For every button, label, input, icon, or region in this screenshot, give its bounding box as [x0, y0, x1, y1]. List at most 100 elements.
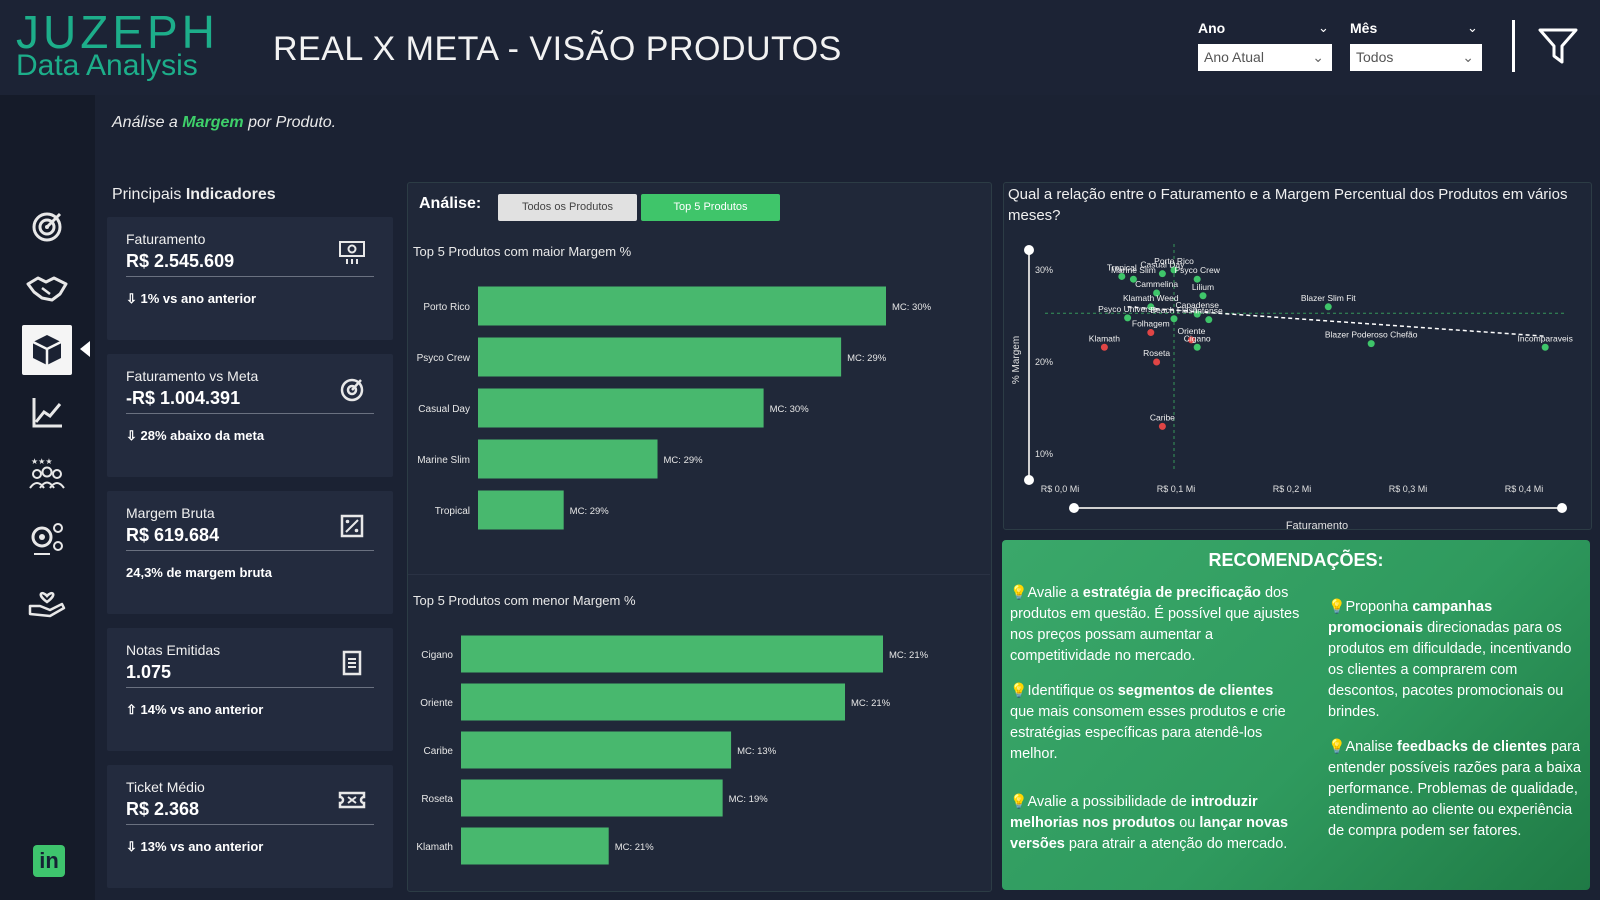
- scatter-point[interactable]: [1153, 289, 1161, 297]
- top5-products-button[interactable]: Top 5 Produtos: [641, 194, 780, 221]
- kpi-label: Margem Bruta: [126, 505, 215, 521]
- goal-icon: [340, 378, 364, 402]
- kpi-label: Notas Emitidas: [126, 642, 221, 658]
- bar-category-label: Marine Slim: [417, 455, 470, 466]
- divider: [1512, 20, 1515, 72]
- scatter-point[interactable]: [1170, 266, 1178, 274]
- slider-handle[interactable]: [1557, 503, 1567, 513]
- linkedin-icon[interactable]: in: [33, 845, 65, 877]
- scatter-point-label: Klamath Weed: [1123, 293, 1179, 303]
- kpi-card-faturamento: Faturamento R$ 2.545.609 ⇩ 1% vs ano ant…: [107, 217, 393, 340]
- bar[interactable]: [461, 827, 609, 865]
- scatter-point[interactable]: [1205, 316, 1213, 324]
- bar-data-label: MC: 21%: [851, 698, 891, 709]
- sidebar-item-products[interactable]: [22, 325, 72, 375]
- kpi-label: Ticket Médio: [126, 779, 205, 795]
- y-tick-label: 30%: [1035, 265, 1053, 275]
- slider-handle[interactable]: [1069, 503, 1079, 513]
- bar[interactable]: [478, 439, 658, 479]
- filter-ano-select[interactable]: Ano Atual ⌄: [1198, 44, 1332, 71]
- scatter-point-label: Roseta: [1143, 348, 1170, 358]
- scatter-point[interactable]: [1100, 343, 1108, 351]
- scatter-point[interactable]: [1324, 303, 1332, 311]
- scatter-point-label: Cammelina: [1135, 279, 1178, 289]
- scatter-point[interactable]: [1158, 270, 1166, 278]
- bar[interactable]: [461, 731, 732, 769]
- kpi-value: R$ 2.368: [126, 799, 200, 819]
- scatter-point[interactable]: [1367, 340, 1375, 348]
- active-indicator: [80, 341, 90, 357]
- recommendation-item: 💡Avalie a possibilidade de introduzir me…: [1010, 793, 1289, 852]
- scatter-point[interactable]: [1158, 422, 1166, 430]
- slider-handle[interactable]: [1024, 245, 1034, 255]
- filter-mes-label: Mês: [1350, 20, 1378, 36]
- kpi-value: -R$ 1.004.391: [126, 388, 241, 408]
- handshake-icon[interactable]: [22, 264, 72, 314]
- scatter-point[interactable]: [1193, 275, 1201, 283]
- scatter-point-label: Casual Day: [1140, 260, 1185, 270]
- scatter-chart-title: Qual a relação entre o Faturamento e a M…: [1008, 186, 1568, 224]
- scatter-point-label: Intense: [1195, 306, 1223, 316]
- y-axis-label: % Margem: [1011, 336, 1022, 384]
- scatter-point-label: Tropical: [1107, 262, 1137, 272]
- scatter-point-label: Klamath: [1089, 333, 1120, 343]
- target-icon[interactable]: [22, 202, 72, 252]
- chevron-down-icon[interactable]: ⌄: [1467, 20, 1478, 35]
- bar[interactable]: [461, 779, 723, 817]
- chevron-down-icon: ⌄: [1462, 49, 1474, 65]
- recommendation-item: 💡Proponha campanhas promocionais direcio…: [1328, 598, 1572, 720]
- low-margin-bar-chart: Cigano MC: 21% Oriente MC: 21% Caribe MC: 13%…: [416, 635, 929, 865]
- bar-data-label: MC: 21%: [615, 842, 655, 853]
- svg-text:★★★: ★★★: [31, 457, 53, 466]
- scatter-point-label: Caribe: [1150, 412, 1175, 422]
- scatter-point[interactable]: [1129, 275, 1137, 283]
- chevron-down-icon[interactable]: ⌄: [1318, 20, 1329, 35]
- bar[interactable]: [478, 388, 764, 428]
- scatter-point[interactable]: [1170, 315, 1178, 323]
- kpi-label: Faturamento: [126, 231, 206, 247]
- scatter-point[interactable]: [1193, 343, 1201, 351]
- scatter-point-label: Beach Flash: [1150, 305, 1198, 315]
- kpi-card-ticket-medio: Ticket Médio R$ 2.368 ⇩ 13% vs ano anter…: [107, 765, 393, 888]
- scatter-point-label: Porto Rico: [1154, 256, 1194, 266]
- scatter-point[interactable]: [1124, 314, 1132, 322]
- top-margin-bar-chart: Porto Rico MC: 30% Psyco Crew MC: 29% Casual…: [417, 286, 932, 530]
- scatter-point[interactable]: [1187, 336, 1195, 344]
- scatter-point[interactable]: [1541, 343, 1549, 351]
- scatter-point[interactable]: [1118, 272, 1126, 280]
- kpi-card-faturamento-vs-meta: Faturamento vs Meta -R$ 1.004.391 ⇩ 28% …: [107, 354, 393, 477]
- bar[interactable]: [461, 635, 883, 673]
- scatter-point[interactable]: [1199, 292, 1207, 300]
- x-axis-label: Faturamento: [1286, 520, 1348, 532]
- lightbulb-icon: 💡: [1328, 598, 1346, 614]
- recommendations-title: RECOMENDAÇÕES:: [1208, 550, 1384, 570]
- x-tick-label: R$ 0,2 Mi: [1273, 484, 1312, 494]
- bar[interactable]: [478, 286, 886, 326]
- scatter-point[interactable]: [1193, 310, 1201, 318]
- kpi-card-notas-emitidas: Notas Emitidas 1.075 ⇧ 14% vs ano anteri…: [107, 628, 393, 751]
- kpi-card-margem-bruta: Margem Bruta R$ 619.684 24,3% de margem …: [107, 491, 393, 614]
- filter-funnel-icon[interactable]: [1538, 26, 1578, 66]
- lightbulb-icon: 💡: [1328, 738, 1346, 754]
- slider-handle[interactable]: [1024, 475, 1034, 485]
- scatter-point[interactable]: [1147, 303, 1155, 311]
- sidebar: [0, 95, 95, 900]
- y-tick-label: 20%: [1035, 357, 1053, 367]
- line-chart-icon[interactable]: [22, 388, 72, 438]
- all-products-button[interactable]: Todos os Produtos: [498, 194, 637, 221]
- scatter-point-label: Cigano: [1184, 333, 1211, 343]
- team-icon[interactable]: ★★★: [22, 450, 72, 500]
- lightbulb-icon: 💡: [1010, 584, 1028, 600]
- bar[interactable]: [478, 337, 842, 377]
- filter-mes-select[interactable]: Todos ⌄: [1350, 44, 1482, 71]
- scatter-point[interactable]: [1147, 329, 1155, 337]
- scatter-chart: 10% 20% 30% R$ 0,0 Mi R$ 0,1 Mi R$ 0,2 Mi R$ 0…: [1011, 244, 1573, 532]
- bar-category-label: Psyco Crew: [417, 353, 471, 364]
- scatter-point[interactable]: [1153, 358, 1161, 366]
- bar[interactable]: [478, 490, 564, 530]
- scatter-point-label: Psyco Universe: [1098, 304, 1157, 314]
- bar[interactable]: [461, 683, 846, 721]
- hand-heart-icon[interactable]: [22, 574, 72, 624]
- gear-people-icon[interactable]: [22, 512, 72, 562]
- recommendations-panel: [1002, 540, 1590, 890]
